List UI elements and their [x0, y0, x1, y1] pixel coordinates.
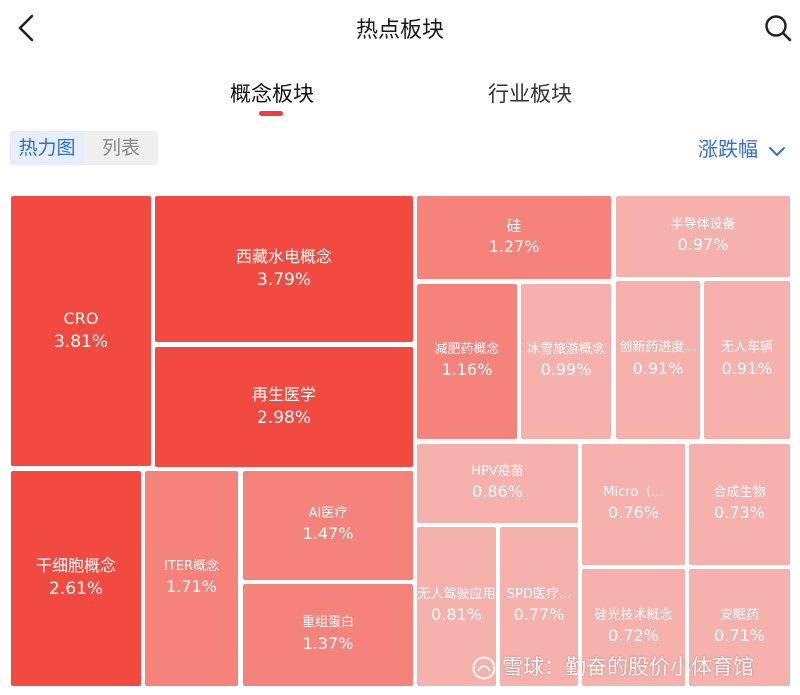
- tile-change: 2.61%: [48, 579, 103, 600]
- tile-change: 0.72%: [608, 626, 659, 646]
- tile-change: 0.76%: [608, 503, 659, 523]
- tile-name: 合成生物: [713, 484, 766, 500]
- tile-change: 0.81%: [431, 605, 482, 625]
- snowball-logo-icon: [472, 656, 496, 680]
- page-title: 热点板块: [355, 18, 444, 43]
- tile-change: 0.91%: [721, 358, 773, 378]
- tile-change: 0.99%: [540, 360, 592, 380]
- tile-name: 无人车辆: [720, 340, 773, 356]
- heatmap-tile-iter[interactable]: ITER概念 1.71%: [145, 471, 238, 686]
- tile-change: 1.47%: [302, 524, 354, 544]
- tile-change: 0.91%: [632, 358, 684, 378]
- heatmap-tile-tibet-hydropower[interactable]: 西藏水电概念 3.79%: [155, 196, 413, 342]
- tile-change: 0.73%: [714, 503, 765, 523]
- heatmap-tile-regenerative-medicine[interactable]: 再生医学 2.98%: [155, 347, 413, 467]
- heatmap-tile-innovative-drug-progress[interactable]: 创新药进度... 0.91%: [616, 281, 700, 439]
- heatmap-tile-cro[interactable]: CRO 3.81%: [11, 196, 151, 466]
- tile-name: SPD医疗...: [506, 586, 572, 602]
- tab-concept-sectors[interactable]: 概念板块: [230, 82, 314, 106]
- heatmap-tile-weight-loss-drug[interactable]: 减肥药概念 1.16%: [417, 284, 517, 439]
- tile-change: 2.98%: [256, 407, 311, 428]
- search-icon: [765, 15, 792, 42]
- heatmap-tile-sleeping-pills[interactable]: 安眠药 0.71%: [689, 569, 790, 686]
- tile-change: 1.27%: [488, 237, 540, 257]
- heatmap-tile-unmanned-vehicles[interactable]: 无人车辆 0.91%: [704, 281, 790, 439]
- tile-change: 0.86%: [472, 482, 523, 502]
- heatmap-view-button[interactable]: 热力图: [10, 131, 84, 165]
- back-button[interactable]: [8, 8, 44, 48]
- tile-name: 半导体设备: [670, 216, 736, 232]
- chevron-left-icon: [18, 14, 34, 42]
- tile-change: 0.77%: [513, 605, 565, 625]
- heatmap-tile-micro-led[interactable]: Micro（... 0.76%: [582, 444, 685, 565]
- sort-dropdown[interactable]: 涨跌幅: [698, 134, 786, 164]
- tile-name: Micro（...: [603, 484, 664, 500]
- heatmap-tile-ai-medical[interactable]: AI医疗 1.47%: [243, 471, 413, 580]
- tile-name: CRO: [63, 308, 99, 328]
- tile-name: 重组蛋白: [301, 615, 354, 631]
- tile-name: 创新药进度...: [619, 340, 697, 356]
- tile-name: 安眠药: [719, 607, 759, 623]
- tile-name: 无人驾驶应用: [417, 586, 496, 602]
- watermark-text: 雪球：勤奋的股价小体育馆: [502, 655, 754, 679]
- top-bar: 热点板块: [0, 0, 800, 56]
- tile-name: AI医疗: [308, 505, 348, 521]
- tab-industry-sectors[interactable]: 行业板块: [488, 82, 572, 106]
- tile-change: 0.71%: [714, 626, 765, 646]
- tile-change: 1.71%: [166, 577, 217, 597]
- tile-name: 西藏水电概念: [235, 246, 332, 266]
- tile-change: 0.97%: [677, 235, 729, 255]
- heatmap-tile-synthetic-biology[interactable]: 合成生物 0.73%: [689, 444, 790, 565]
- tile-name: 减肥药概念: [434, 341, 500, 357]
- heatmap-tile-stem-cell[interactable]: 干细胞概念 2.61%: [11, 471, 141, 686]
- view-toggle: 热力图 列表: [10, 131, 158, 165]
- heatmap-tile-hpv-vaccine[interactable]: HPV疫苗 0.86%: [417, 444, 578, 523]
- tile-name: 硅: [506, 216, 522, 235]
- tile-change: 3.81%: [53, 331, 108, 352]
- heatmap-tile-ice-snow-tourism[interactable]: 冰雪旅游概念 0.99%: [521, 284, 611, 439]
- tile-name: 再生医学: [251, 384, 316, 404]
- tile-name: 干细胞概念: [35, 556, 116, 576]
- sort-label: 涨跌幅: [698, 137, 758, 161]
- tile-change: 1.37%: [302, 633, 354, 653]
- tile-change: 1.16%: [441, 360, 493, 380]
- list-view-button[interactable]: 列表: [101, 137, 140, 159]
- tile-name: 硅光技术概念: [594, 607, 673, 623]
- heatmap-tile-autonomous-driving-app[interactable]: 无人驾驶应用 0.81%: [417, 527, 496, 686]
- tile-change: 3.79%: [256, 269, 311, 290]
- watermark: 雪球：勤奋的股价小体育馆: [472, 650, 754, 684]
- tile-name: ITER概念: [163, 558, 220, 574]
- chevron-down-icon: [768, 136, 786, 166]
- search-button[interactable]: [760, 10, 796, 46]
- heatmap-tile-semiconductor-equipment[interactable]: 半导体设备 0.97%: [616, 196, 790, 277]
- heatmap-tile-silicon-photonics[interactable]: 硅光技术概念 0.72%: [582, 569, 685, 686]
- active-tab-indicator: [259, 111, 283, 116]
- tile-name: HPV疫苗: [471, 463, 524, 479]
- tile-name: 冰雪旅游概念: [526, 341, 605, 357]
- heatmap-tile-recombinant-protein[interactable]: 重组蛋白 1.37%: [243, 584, 413, 686]
- heatmap-tile-silicon[interactable]: 硅 1.27%: [417, 196, 611, 279]
- heatmap-tile-spd-medical[interactable]: SPD医疗... 0.77%: [500, 527, 578, 686]
